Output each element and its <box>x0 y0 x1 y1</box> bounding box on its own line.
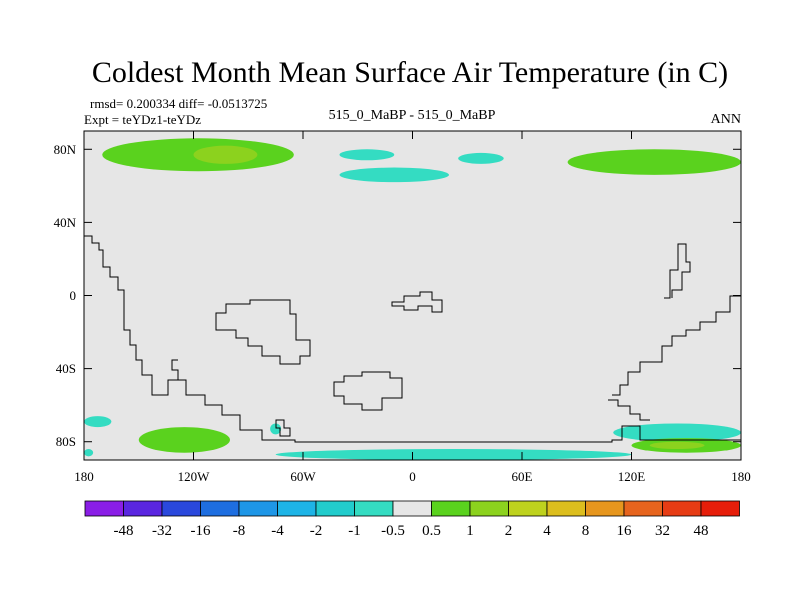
y-tick-label: 40N <box>54 215 77 230</box>
colorbar-label: -0.5 <box>381 523 405 539</box>
x-axis-labels: 180 120W 60W 0 60E 120E 180 <box>74 469 751 484</box>
colorbar-label: 8 <box>582 523 590 539</box>
chart-title: Coldest Month Mean Surface Air Temperatu… <box>92 56 728 89</box>
x-tick-label: 60E <box>512 469 533 484</box>
colorbar-label: -32 <box>152 523 172 539</box>
x-tick-label: 120W <box>178 469 211 484</box>
stats-text: rmsd= 0.200334 diff= -0.0513725 <box>90 96 267 111</box>
anomaly-region <box>339 167 449 183</box>
antarctic-peninsula-outline <box>178 379 741 443</box>
anomaly-region <box>339 149 395 161</box>
anomaly-region <box>567 149 741 175</box>
x-tick-label: 120E <box>618 469 646 484</box>
colorbar-swatch <box>277 500 317 517</box>
anomaly-region <box>84 416 112 428</box>
colorbar-swatch <box>700 500 740 517</box>
colorbar-swatch <box>623 500 663 517</box>
colorbar-label: -4 <box>271 523 284 539</box>
colorbar-label: -2 <box>310 523 323 539</box>
south-island-outline <box>333 371 403 411</box>
colorbar <box>84 500 740 517</box>
gondwana-east-outline <box>612 295 741 396</box>
x-tick-label: 0 <box>409 469 416 484</box>
southeast-coast-outline <box>608 399 650 421</box>
colorbar-label: 0.5 <box>422 523 441 539</box>
colorbar-swatch <box>200 500 240 517</box>
colorbar-swatch <box>84 500 124 517</box>
colorbar-swatch <box>585 500 625 517</box>
season-label: ANN <box>711 112 741 127</box>
x-tick-label: 180 <box>74 469 94 484</box>
expt-text: Expt = teYDz1-teYDz <box>84 112 201 127</box>
anomaly-region <box>275 449 632 460</box>
colorbar-swatch <box>508 500 548 517</box>
colorbar-labels: -48 -32 -16 -8 -4 -2 -1 -0.5 0.5 1 2 4 8… <box>114 523 709 539</box>
anomaly-region <box>84 449 94 457</box>
colorbar-label: -16 <box>191 523 211 539</box>
y-axis-labels: 80N 40N 0 40S 80S <box>54 142 77 449</box>
colorbar-label: -8 <box>233 523 246 539</box>
x-tick-label: 180 <box>731 469 751 484</box>
y-tick-label: 80S <box>56 434 76 449</box>
equatorial-island-outline <box>391 291 443 313</box>
axis-ticks <box>83 131 742 460</box>
colorbar-swatch <box>238 500 278 517</box>
colorbar-swatch <box>546 500 586 517</box>
colorbar-swatch <box>392 500 432 517</box>
colorbar-label: -1 <box>348 523 361 539</box>
colorbar-label: 1 <box>466 523 474 539</box>
colorbar-swatch <box>354 500 394 517</box>
colorbar-swatch <box>123 500 163 517</box>
y-tick-label: 0 <box>70 288 77 303</box>
center-text: 515_0_MaBP - 515_0_MaBP <box>329 108 496 123</box>
central-continent-outline <box>215 299 311 365</box>
anomaly-region <box>649 441 705 450</box>
anomaly-region <box>613 423 741 442</box>
anomaly-region <box>193 145 258 164</box>
anomaly-regions <box>84 138 741 460</box>
east-island-outline <box>664 243 691 299</box>
y-tick-label: 80N <box>54 142 77 157</box>
colorbar-label: 48 <box>694 523 709 539</box>
colorbar-swatch <box>161 500 201 517</box>
colorbar-swatch <box>469 500 509 517</box>
colorbar-label: -48 <box>114 523 134 539</box>
colorbar-label: 16 <box>617 523 633 539</box>
anomaly-region <box>270 423 282 435</box>
colorbar-label: 32 <box>655 523 670 539</box>
continent-outlines <box>84 235 741 443</box>
y-tick-label: 40S <box>56 361 76 376</box>
colorbar-label: 4 <box>543 523 551 539</box>
small-island-outline <box>275 419 291 437</box>
colorbar-label: 2 <box>505 523 513 539</box>
anomaly-region <box>138 427 230 453</box>
americas-west-coast-outline <box>84 235 179 396</box>
colorbar-swatch <box>315 500 355 517</box>
anomaly-region <box>458 152 504 164</box>
x-tick-label: 60W <box>290 469 316 484</box>
map-plot <box>83 130 742 461</box>
colorbar-swatch <box>431 500 471 517</box>
colorbar-swatch <box>662 500 702 517</box>
